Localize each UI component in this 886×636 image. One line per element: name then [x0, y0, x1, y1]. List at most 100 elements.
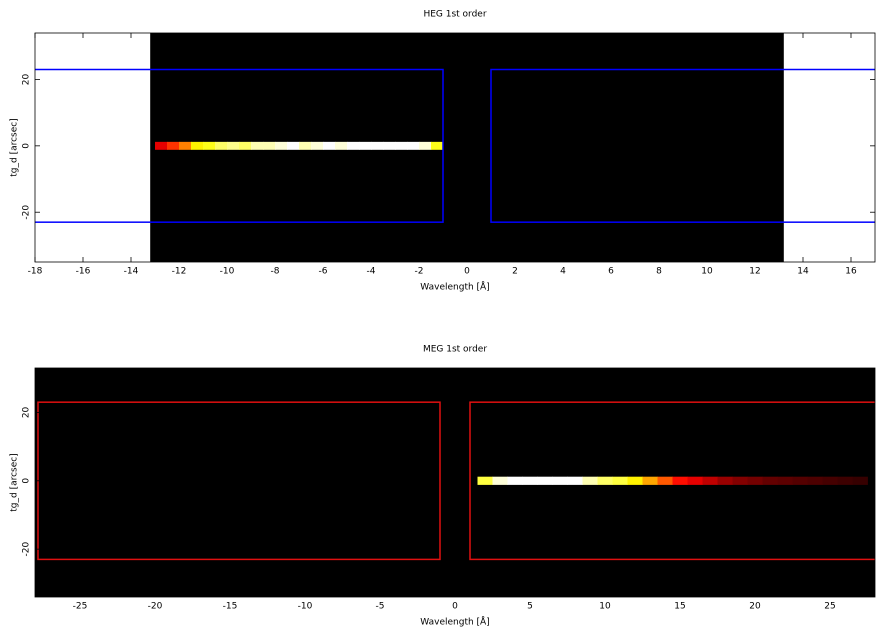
x-tick-label: 16	[845, 267, 857, 277]
plot-area	[35, 368, 875, 597]
y-tick-label: 0	[22, 478, 32, 484]
panel: -25 -20 -15 -10 -5 0 5 10 15 20 25 -20 0 20 MEG 1st or…	[10, 345, 876, 628]
x-tick-label: 0	[452, 602, 458, 612]
streak-bin	[687, 476, 703, 485]
x-tick-label: 5	[527, 602, 533, 612]
streak-bin	[419, 141, 432, 150]
streak-bin	[777, 476, 793, 485]
streak-bin	[335, 141, 348, 150]
x-tick-label: -18	[28, 267, 43, 277]
x-tick-label: 10	[599, 602, 611, 612]
streak-bin	[155, 141, 168, 150]
y-axis-label: tg_d [arcsec]	[10, 118, 20, 176]
x-tick-label: 25	[824, 602, 835, 612]
streak-bin	[167, 141, 180, 150]
x-tick-label: -15	[223, 602, 238, 612]
x-tick-label: 14	[797, 267, 809, 277]
chart-title: HEG 1st order	[423, 10, 486, 20]
y-tick-label: 20	[22, 73, 32, 85]
streak-bin	[672, 476, 688, 485]
streak-bin	[837, 476, 853, 485]
streak-bin	[852, 476, 868, 485]
streak-bin	[407, 141, 420, 150]
streak-bin	[395, 141, 408, 150]
streak-bin	[299, 141, 312, 150]
x-tick-label: -2	[415, 267, 424, 277]
streak-bin	[657, 476, 673, 485]
x-axis-label: Wavelength [Å]	[420, 616, 489, 628]
y-axis-label: tg_d [arcsec]	[10, 453, 20, 511]
streak-bin	[522, 476, 538, 485]
x-tick-label: 20	[749, 602, 761, 612]
x-tick-label: 4	[560, 267, 566, 277]
streak-bin	[597, 476, 613, 485]
streak-bin	[702, 476, 718, 485]
x-tick-label: 0	[464, 267, 470, 277]
x-tick-label: 6	[608, 267, 614, 277]
streak-bin	[477, 476, 493, 485]
x-tick-label: -12	[172, 267, 187, 277]
plot-area	[35, 33, 875, 262]
streak-bin	[263, 141, 276, 150]
streak-bin	[732, 476, 748, 485]
streak-bin	[383, 141, 396, 150]
streak-bin	[227, 141, 240, 150]
streak-bin	[717, 476, 733, 485]
streak-bin	[191, 141, 204, 150]
axes-frame	[34, 32, 876, 263]
panel: -18 -16 -14 -12 -10 -8 -6 -4 -2 0 2 4 6 8 10 12 14 16-200…	[10, 10, 876, 293]
streak-bin	[807, 476, 823, 485]
x-tick-label: 12	[749, 267, 760, 277]
chart-title: MEG 1st order	[423, 345, 487, 355]
x-tick-label: -25	[73, 602, 88, 612]
region-box	[490, 68, 875, 223]
x-tick-label: 8	[656, 267, 662, 277]
streak-bin	[203, 141, 216, 150]
x-tick-label: -4	[367, 267, 376, 277]
streak-bin	[612, 476, 628, 485]
streak-bin	[323, 141, 336, 150]
region-box	[469, 401, 875, 561]
x-tick-label: -6	[319, 267, 328, 277]
y-tick-label: -20	[22, 542, 32, 557]
streak-bin	[359, 141, 372, 150]
streak-bin	[215, 141, 228, 150]
x-tick-label: -8	[271, 267, 280, 277]
x-tick-label: 10	[701, 267, 713, 277]
streak-bin	[792, 476, 808, 485]
streak-bin	[179, 141, 192, 150]
streak-bin	[311, 141, 324, 150]
streak-bin	[251, 141, 264, 150]
x-tick-label: -16	[76, 267, 91, 277]
y-tick-label: -20	[22, 205, 32, 220]
region-box	[35, 68, 444, 223]
x-axis-label: Wavelength [Å]	[420, 281, 489, 293]
streak-bin	[239, 141, 252, 150]
streak-bin	[347, 141, 360, 150]
streak-bin	[492, 476, 508, 485]
x-tick-label: -20	[148, 602, 163, 612]
streak-bin	[762, 476, 778, 485]
streak-bin	[431, 141, 444, 150]
streak-bin	[627, 476, 643, 485]
streak-bin	[582, 476, 598, 485]
x-tick-label: -14	[124, 267, 139, 277]
x-tick-label: 2	[512, 267, 518, 277]
x-tick-label: 15	[674, 602, 685, 612]
streak-bin	[537, 476, 553, 485]
y-tick-label: 0	[22, 143, 32, 149]
streak-bin	[747, 476, 763, 485]
y-tick-label: 20	[22, 406, 32, 418]
x-tick-label: -10	[220, 267, 235, 277]
streak-bin	[507, 476, 523, 485]
streak-bin	[371, 141, 384, 150]
streak-bin	[287, 141, 300, 150]
streak-bin	[552, 476, 568, 485]
x-tick-label: -10	[298, 602, 313, 612]
x-tick-label: -5	[376, 602, 385, 612]
streak-bin	[275, 141, 288, 150]
streak-bin	[642, 476, 658, 485]
streak-bin	[822, 476, 838, 485]
streak-bin	[567, 476, 583, 485]
